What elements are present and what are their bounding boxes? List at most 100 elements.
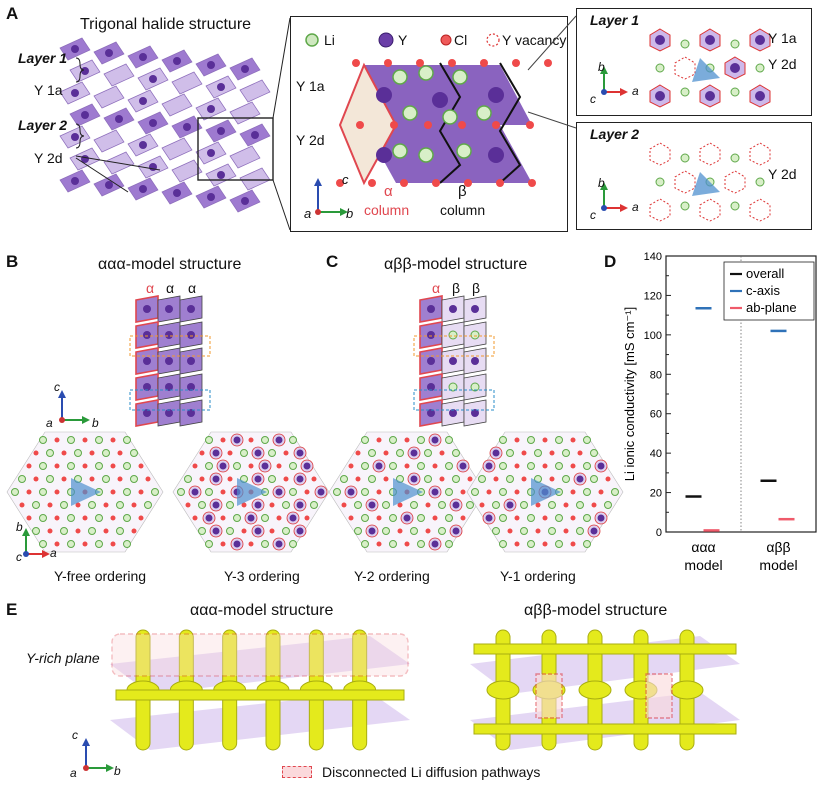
li-atom [418,147,434,163]
alpha-symbol: α [384,183,393,200]
atom [427,357,435,365]
cl-atom [384,59,392,67]
li-atom [680,153,690,163]
li-atom [354,501,362,509]
panel-e-right-title: αββ-model structure [524,602,668,619]
li-atom [548,501,556,509]
aaa-isosurface [110,629,410,751]
atom [187,409,195,417]
atom [187,331,195,339]
y-atom [492,449,500,457]
y1-ordering-label: Y-1 ordering [500,568,576,584]
y-atom [452,501,460,509]
li-atom [144,501,152,509]
cl-atom [276,463,282,469]
li-atom [102,475,110,483]
y-atom [251,131,259,139]
y-atom [485,514,493,522]
li-atom [282,527,290,535]
li-atom [506,475,514,483]
cl-atom [521,476,527,482]
cl-atom [304,489,310,495]
cl-atom [460,489,466,495]
axes-abc-a [314,178,348,216]
beta-line-2 [498,62,522,184]
li-atom [527,540,535,548]
y-atom [183,123,191,131]
atom [449,357,457,365]
cl-atom [248,541,254,547]
cl-atom [514,437,520,443]
x-category-label: model [684,557,722,573]
li-atom [123,488,131,496]
isosurface-node [578,680,612,700]
cl-atom [479,502,485,508]
li-atom [520,501,528,509]
y-atom [207,105,215,113]
li-atom [445,514,453,522]
y-atom [71,133,79,141]
li-atom [261,514,269,522]
li-atom [499,540,507,548]
li-atom [361,514,369,522]
li-atom [39,514,47,522]
y-atom [139,53,147,61]
li-atom [438,527,446,535]
y-tick-label: 20 [650,488,662,500]
y-atom [597,514,605,522]
li-atom [233,514,241,522]
li-atom [452,449,460,457]
li-atom [289,488,297,496]
li-atom [88,527,96,535]
y-atom [452,527,460,535]
panel-a-leader-lines [75,17,291,231]
li-atom [233,462,241,470]
y1a-label: Y 1a [34,82,63,98]
cl-atom [425,528,431,534]
disconnected-legend-swatch [282,766,312,778]
li-atom [499,462,507,470]
cl-atom [248,437,254,443]
y-atom [431,488,439,496]
cl-atom [348,463,354,469]
li-atom [102,449,110,457]
li-atom [655,63,665,73]
triangle-highlight [71,478,101,506]
cl-atom [26,463,32,469]
y-atom [576,475,584,483]
li-atom [445,488,453,496]
b-axis-b: b [92,416,99,430]
li-atom [417,462,425,470]
y-atom [730,63,740,73]
cl-atom [341,502,347,508]
highlight-blue [413,389,495,411]
y-atom [655,35,665,45]
cl-atom [563,528,569,534]
li-atom [576,527,584,535]
cl-atom [416,59,424,67]
axes-icon-e [82,738,114,772]
atom [143,305,151,313]
inset2-axis-a: a [632,200,639,214]
octahedron [674,56,696,80]
y-atom [403,514,411,522]
c-col2: β [452,280,461,296]
cl-atom [514,489,520,495]
cl-atom [283,476,289,482]
cl-atom [110,463,116,469]
y-atom [254,527,262,535]
y-atom [254,475,262,483]
li-atom [527,514,535,522]
alpha-beta-column-illustration [336,59,552,187]
y-atom [368,527,376,535]
li-atom [730,39,740,49]
cl-atom [397,528,403,534]
aaa-stack-illustration [129,295,211,427]
atom [449,409,457,417]
y-atom [71,89,79,97]
y-atom [254,501,262,509]
abb-isosurface [470,629,740,751]
li-atom [555,436,563,444]
y-atom [347,488,355,496]
conductivity-chart: 0 20 40 60 80 100 120 140 Li ionic conductivity … [622,251,817,573]
